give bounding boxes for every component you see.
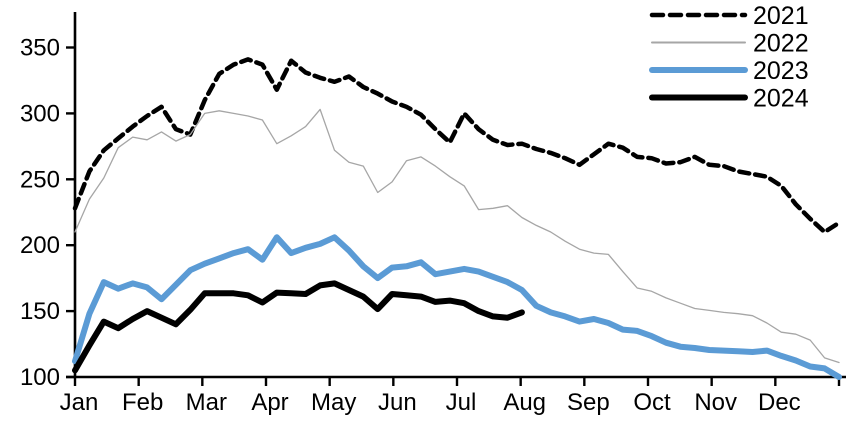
legend-label-2024: 2024 [753,85,809,113]
x-tick-label: May [311,389,356,416]
series-line-2021 [72,57,842,235]
y-tick-label: 250 [20,166,60,193]
legend-label-2022: 2022 [753,30,809,58]
y-tick-label: 200 [20,232,60,259]
y-tick-label: 350 [20,35,60,62]
y-tick-label: 100 [20,364,60,391]
x-tick-label: Sep [567,389,610,416]
x-tick-label: Oct [633,389,671,416]
x-tick-label: Mar [186,389,227,416]
x-tick-label: Feb [122,389,163,416]
legend-label-2021: 2021 [753,2,809,30]
x-tick-label: Nov [694,389,737,416]
series-line-2022 [74,108,840,364]
x-tick-label: Apr [251,389,288,416]
x-tick-label: Jan [60,389,99,416]
x-tick-label: Jun [378,389,417,416]
x-tick-label: Dec [758,389,801,416]
y-tick-label: 300 [20,100,60,127]
series-line-2023 [72,234,842,380]
y-tick-label: 150 [20,298,60,325]
series-line-2024 [72,280,525,374]
x-tick-label: Jul [446,389,477,416]
legend-label-2023: 2023 [753,57,809,85]
x-tick-label: Aug [503,389,546,416]
